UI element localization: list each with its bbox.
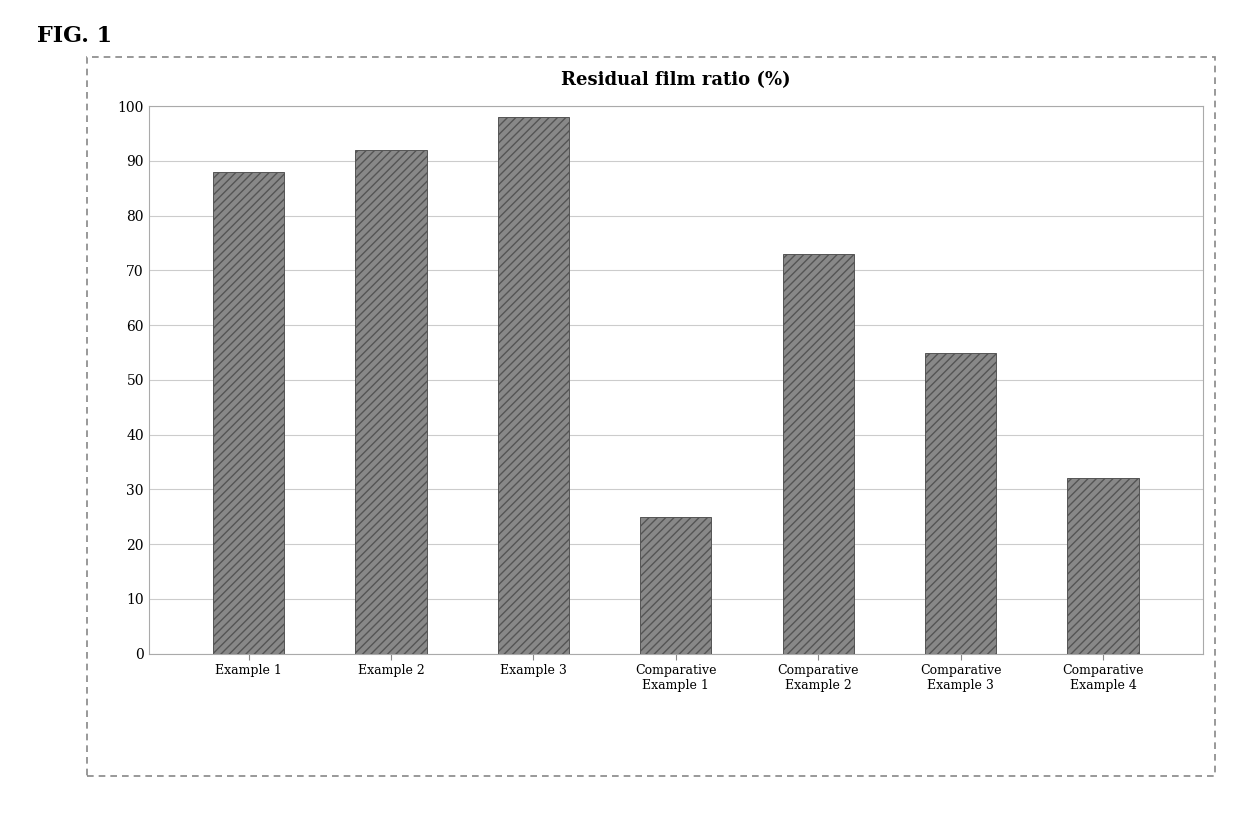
Bar: [497, 117, 569, 654]
Bar: [356, 150, 427, 654]
Bar: [213, 172, 284, 654]
Bar: [782, 254, 854, 654]
Bar: [925, 353, 996, 654]
Title: Residual film ratio (%): Residual film ratio (%): [560, 71, 791, 89]
Text: FIG. 1: FIG. 1: [37, 25, 113, 47]
Bar: [1068, 479, 1138, 654]
Bar: [640, 517, 712, 654]
